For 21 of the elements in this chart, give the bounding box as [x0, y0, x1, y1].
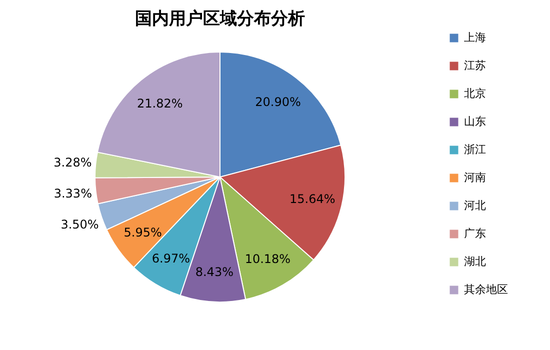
chart-title: 国内用户区域分布分析 [135, 9, 305, 29]
legend-label: 广东 [464, 227, 486, 240]
data-label: 5.95% [124, 225, 162, 240]
data-label: 8.43% [195, 264, 234, 279]
data-label: 3.28% [54, 156, 92, 170]
legend-label: 河南 [464, 171, 486, 184]
legend-label: 其余地区 [464, 283, 508, 296]
legend-label: 湖北 [464, 255, 486, 268]
legend-label: 河北 [464, 199, 486, 212]
data-label: 21.82% [136, 96, 183, 110]
legend-label: 浙江 [464, 143, 486, 156]
legend-label: 山东 [464, 115, 486, 128]
data-label: 3.50% [60, 217, 99, 232]
legend-label: 江苏 [464, 59, 486, 72]
data-label: 20.90% [255, 94, 301, 109]
data-label: 15.64% [290, 192, 336, 206]
data-label: 10.18% [244, 252, 291, 266]
legend-label: 上海 [464, 31, 486, 44]
data-label: 3.33% [54, 186, 92, 200]
legend-label: 北京 [464, 87, 486, 100]
data-label: 6.97% [152, 251, 190, 266]
